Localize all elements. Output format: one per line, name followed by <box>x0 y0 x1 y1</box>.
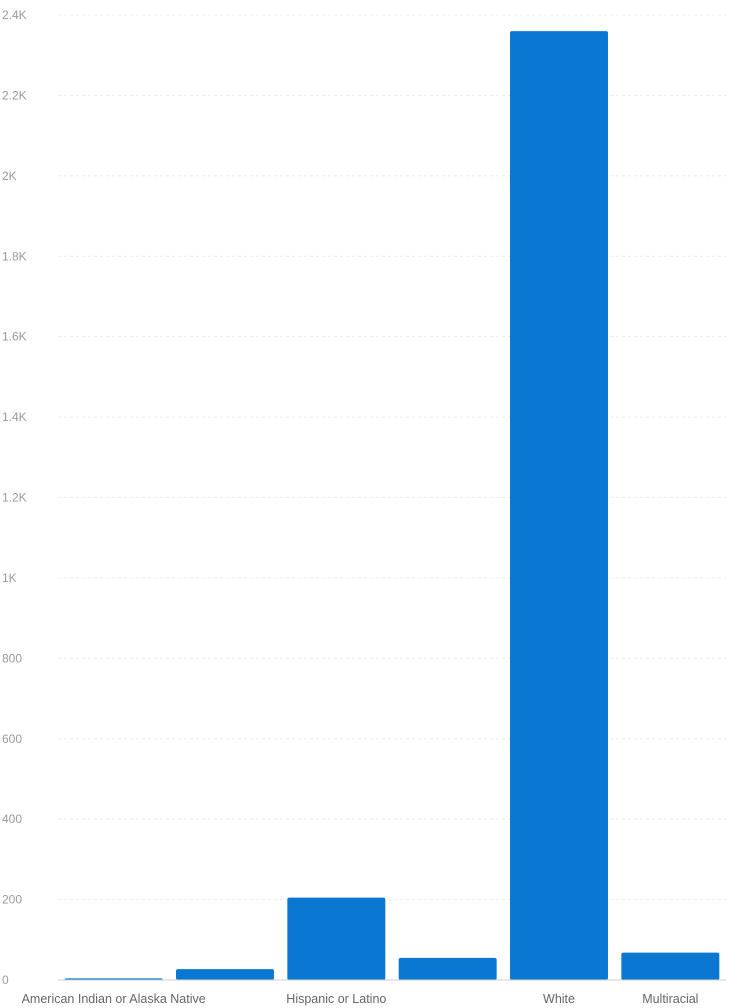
x-category-label: Multiracial <box>642 992 698 1006</box>
bar[interactable] <box>510 31 608 981</box>
y-tick-label: 400 <box>2 812 22 826</box>
y-tick-label: 1K <box>2 571 17 585</box>
x-category-label: American Indian or Alaska Native <box>22 992 206 1006</box>
y-tick-label: 2K <box>2 169 17 183</box>
bar[interactable] <box>398 957 497 980</box>
x-category-label: Hispanic or Latino <box>286 992 386 1006</box>
y-tick-label: 1.2K <box>2 491 27 505</box>
x-axis-category-labels: American Indian or Alaska Native Hispanic… <box>22 992 699 1006</box>
bar[interactable] <box>287 897 386 980</box>
y-tick-label: 800 <box>2 651 22 665</box>
y-tick-label: 1.4K <box>2 410 27 424</box>
bar[interactable] <box>621 952 720 980</box>
y-axis-tick-labels: 0 200 400 600 800 1K 1.2K 1.4K 1.6K 1.8K 2K 2.2K 2.4… <box>2 8 27 987</box>
y-tick-label: 1.8K <box>2 249 27 263</box>
y-tick-label: 200 <box>2 893 22 907</box>
y-tick-label: 600 <box>2 732 22 746</box>
y-gridlines <box>58 14 726 901</box>
bars <box>64 31 720 981</box>
bar[interactable] <box>176 969 274 980</box>
y-tick-label: 2.4K <box>2 8 27 22</box>
y-tick-label: 2.2K <box>2 88 27 102</box>
y-tick-label: 0 <box>2 973 9 987</box>
x-category-label: White <box>543 992 575 1006</box>
y-tick-label: 1.6K <box>2 330 27 344</box>
